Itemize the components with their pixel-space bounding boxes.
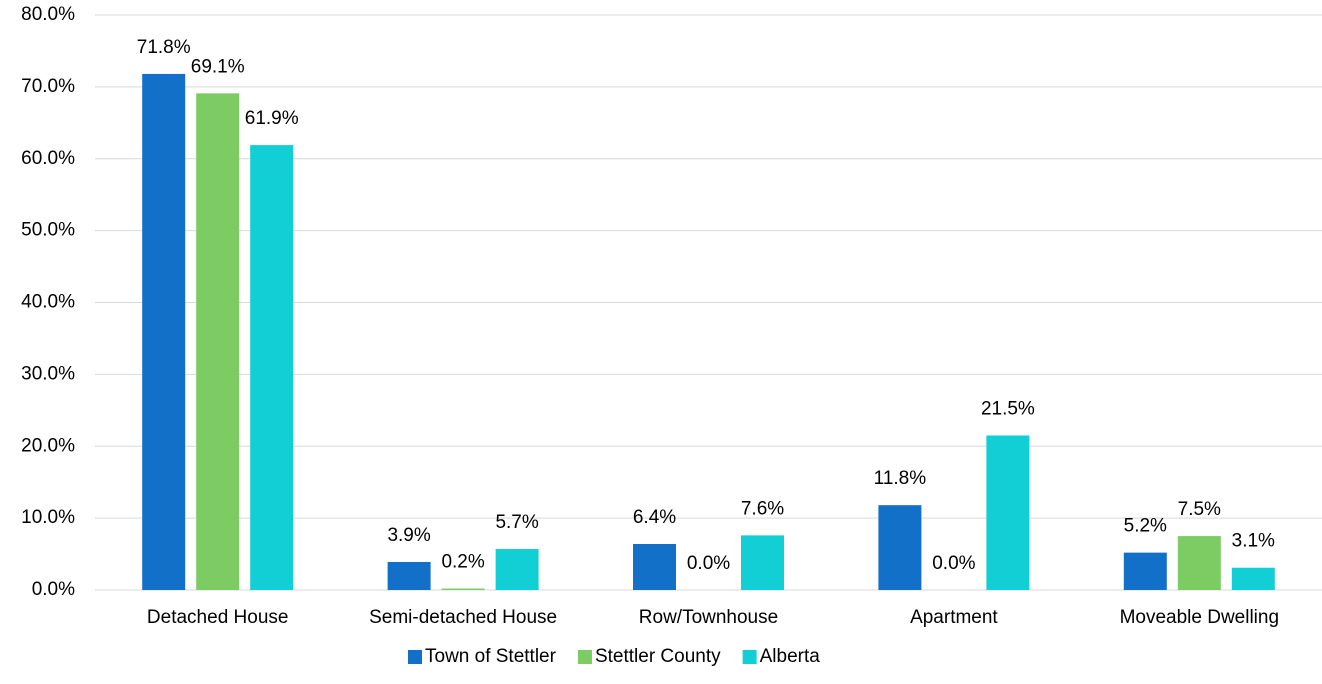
value-label: 7.5% (1178, 499, 1221, 520)
value-label: 5.7% (495, 512, 538, 533)
value-label: 3.9% (387, 525, 430, 546)
bar (633, 544, 676, 590)
x-tick-label: Apartment (910, 607, 998, 628)
y-tick-label: 70.0% (21, 76, 75, 97)
value-label: 0.0% (932, 553, 975, 574)
bar (1177, 536, 1221, 590)
y-tick-label: 50.0% (21, 220, 75, 241)
bar (741, 535, 784, 590)
bar (250, 145, 294, 590)
bar (142, 73, 186, 590)
value-label: 5.2% (1124, 516, 1167, 537)
value-label: 21.5% (981, 398, 1035, 419)
y-tick-label: 0.0% (32, 579, 75, 600)
bar (1123, 552, 1167, 590)
y-tick-label: 10.0% (21, 507, 75, 528)
bar (441, 588, 485, 590)
y-tick-label: 40.0% (21, 292, 75, 313)
value-label: 3.1% (1232, 531, 1275, 552)
y-tick-label: 30.0% (21, 363, 75, 384)
legend-swatch (742, 650, 757, 664)
bar (387, 561, 431, 590)
legend-label: Town of Stettler (425, 646, 557, 667)
value-label: 6.4% (633, 507, 676, 528)
y-tick-label: 60.0% (21, 148, 75, 169)
value-label: 61.9% (245, 108, 299, 129)
x-tick-label: Moveable Dwelling (1120, 607, 1279, 628)
bar (196, 93, 240, 590)
bar (495, 549, 539, 590)
bar (986, 435, 1030, 590)
x-tick-label: Row/Townhouse (639, 607, 778, 628)
bar (878, 505, 922, 590)
value-label: 11.8% (874, 468, 927, 489)
bar (1231, 567, 1275, 590)
legend-swatch (408, 650, 422, 664)
legend-label: Alberta (760, 646, 821, 667)
legend-swatch (577, 650, 592, 664)
x-tick-label: Semi-detached House (369, 607, 557, 628)
legend-label: Stettler County (595, 646, 721, 667)
y-tick-label: 80.0% (21, 4, 75, 25)
value-label: 69.1% (191, 56, 245, 77)
value-label: 71.8% (137, 37, 191, 58)
x-tick-label: Detached House (147, 607, 289, 628)
y-tick-label: 20.0% (21, 435, 75, 456)
value-label: 7.6% (741, 498, 784, 519)
value-label: 0.0% (687, 553, 730, 574)
value-label: 0.2% (441, 552, 484, 573)
